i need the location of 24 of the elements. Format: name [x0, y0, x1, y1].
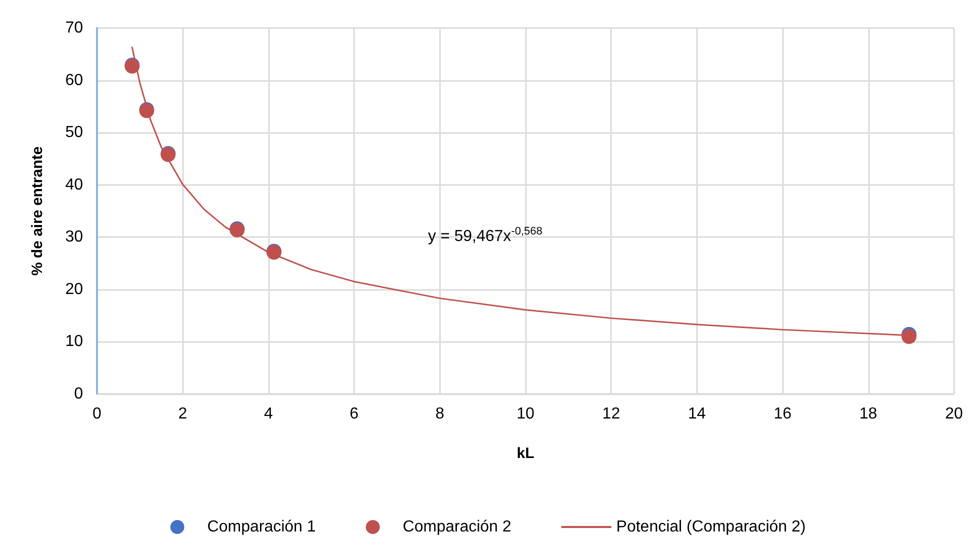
x-tick-label: 6 [350, 406, 359, 422]
x-tick-label: 20 [945, 406, 963, 422]
legend-label: Comparación 2 [402, 518, 512, 536]
x-tick-label: 10 [516, 406, 534, 422]
y-tick-label: 40 [65, 176, 84, 194]
y-tick-label: 70 [65, 20, 84, 36]
x-tick-label: 12 [602, 406, 620, 422]
x-tick-label: 2 [178, 406, 188, 422]
legend-label: Potencial (Comparación 2) [616, 518, 806, 536]
x-tick-label: 4 [264, 406, 273, 422]
legend-label: Comparación 1 [207, 518, 316, 536]
y-axis-title: % de aire entrante [29, 146, 46, 276]
y-tick-label: 20 [65, 280, 84, 298]
x-axis-title: kL [516, 445, 534, 462]
x-tick-label: 18 [859, 406, 878, 422]
y-tick-label: 30 [65, 228, 84, 246]
x-tick-label: 14 [688, 406, 706, 422]
y-tick-label: 10 [65, 333, 84, 350]
y-tick-label: 0 [74, 386, 84, 402]
x-tick-label: 8 [435, 406, 444, 422]
y-tick-label: 50 [65, 124, 84, 142]
x-tick-label: 0 [92, 406, 102, 422]
y-tick-label: 60 [65, 72, 84, 89]
x-tick-label: 16 [774, 406, 792, 422]
